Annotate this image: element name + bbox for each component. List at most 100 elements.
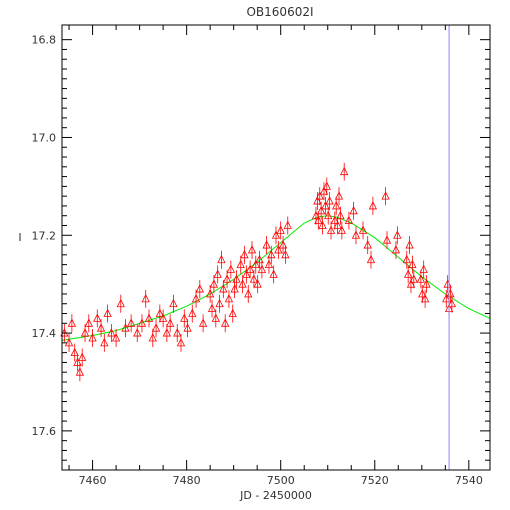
point-marker (188, 308, 197, 317)
y-tick-label: 17.0 (32, 131, 57, 144)
data-point (447, 294, 457, 313)
data-point (391, 240, 401, 259)
plot-area (60, 25, 491, 470)
point-marker (116, 298, 125, 308)
data-point (409, 270, 418, 289)
point-marker (209, 279, 219, 288)
data-point (340, 162, 349, 181)
data-point (103, 304, 112, 323)
data-point (211, 309, 220, 328)
point-marker (337, 225, 346, 234)
data-point (88, 328, 97, 347)
point-marker (271, 230, 281, 239)
data-point (247, 240, 257, 259)
data-point (334, 187, 344, 206)
data-point (188, 304, 197, 323)
point-marker (100, 337, 109, 347)
point-marker (334, 191, 344, 200)
data-point (324, 206, 333, 225)
x-tick-label: 7540 (455, 474, 483, 487)
point-marker (226, 264, 235, 273)
x-tick-label: 7480 (173, 474, 201, 487)
point-marker (180, 313, 189, 322)
y-tick-label: 17.4 (32, 327, 57, 340)
point-marker (262, 240, 271, 249)
point-marker (349, 205, 358, 215)
data-point (319, 182, 329, 201)
point-marker (88, 333, 97, 342)
point-marker (408, 259, 417, 269)
plot-frame (61, 24, 491, 471)
point-marker (382, 235, 392, 244)
x-tick-label: 7520 (361, 474, 389, 487)
point-marker (317, 205, 326, 215)
point-marker (391, 245, 401, 254)
point-marker (155, 308, 164, 317)
data-point (206, 284, 215, 303)
point-marker (195, 284, 204, 293)
point-marker (151, 323, 161, 332)
point-marker (173, 328, 182, 337)
data-point (382, 231, 392, 250)
data-point (242, 265, 251, 284)
data-point (269, 265, 278, 284)
data-point (276, 221, 285, 240)
data-point (166, 314, 175, 333)
point-marker (236, 259, 245, 269)
data-point (221, 314, 230, 333)
point-marker (409, 274, 418, 283)
point-marker (319, 186, 329, 195)
point-marker (311, 210, 321, 220)
point-marker (70, 347, 79, 357)
point-marker (313, 196, 322, 205)
data-point (137, 314, 147, 333)
data-point (64, 333, 74, 352)
point-marker (278, 240, 288, 249)
data-point (249, 270, 259, 289)
point-marker (148, 333, 157, 342)
data-point (404, 265, 413, 284)
data-point (326, 221, 336, 240)
data-point (158, 309, 168, 328)
point-marker (358, 225, 368, 234)
point-marker (314, 215, 323, 225)
data-point (209, 275, 219, 294)
data-point (318, 216, 327, 235)
data-point (215, 294, 224, 313)
point-marker (264, 259, 274, 269)
point-marker (103, 308, 112, 317)
data-point (332, 196, 341, 215)
point-marker (198, 318, 208, 327)
data-point (96, 319, 106, 338)
data-point (337, 221, 346, 240)
point-marker (363, 240, 372, 249)
data-point (322, 177, 331, 196)
chart-title: OB160602I (246, 5, 313, 19)
data-point (317, 201, 326, 220)
point-marker (232, 274, 241, 283)
data-point (198, 314, 208, 333)
data-point (100, 333, 109, 352)
point-marker (322, 181, 331, 190)
point-marker (213, 269, 222, 278)
point-marker (64, 337, 74, 347)
data-point (226, 260, 235, 279)
point-marker (274, 245, 283, 254)
data-point (244, 284, 253, 303)
y-axis-label: I (18, 231, 21, 244)
point-marker (381, 191, 390, 200)
data-point (173, 324, 182, 343)
point-marker (121, 323, 130, 332)
point-marker (230, 284, 239, 293)
data-point (251, 255, 260, 274)
data-point (207, 299, 217, 318)
point-marker (240, 249, 249, 259)
point-marker (247, 245, 257, 254)
point-marker (315, 191, 324, 200)
y-tick-label: 16.8 (32, 34, 57, 47)
point-marker (281, 249, 290, 259)
data-point (358, 221, 368, 240)
point-marker (255, 254, 264, 264)
data-point (191, 289, 201, 308)
data-point (420, 289, 430, 308)
